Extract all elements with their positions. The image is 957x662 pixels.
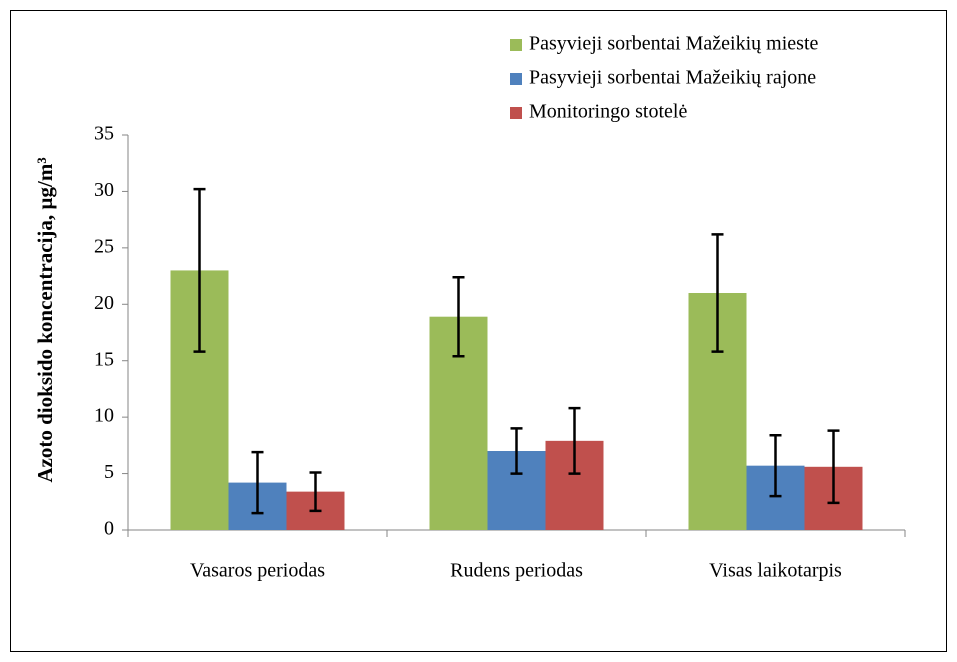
legend-label: Pasyvieji sorbentai Mažeikių mieste bbox=[529, 33, 818, 55]
y-tick-label: 5 bbox=[104, 461, 114, 483]
y-tick-label: 30 bbox=[94, 179, 114, 201]
legend-swatch bbox=[510, 39, 522, 51]
x-tick-label: Rudens periodas bbox=[450, 560, 583, 582]
y-tick-label: 35 bbox=[94, 123, 114, 145]
error-bar bbox=[711, 233, 724, 353]
error-bar bbox=[769, 433, 782, 498]
legend-label: Monitoringo stotelė bbox=[529, 101, 687, 123]
y-tick-label: 25 bbox=[94, 235, 114, 257]
error-bar bbox=[193, 187, 206, 353]
legend-swatch bbox=[510, 73, 522, 85]
x-tick-label: Vasaros periodas bbox=[190, 560, 325, 582]
legend-swatch bbox=[510, 107, 522, 119]
error-bar bbox=[827, 429, 840, 505]
error-bar bbox=[568, 406, 581, 475]
error-bar bbox=[251, 450, 264, 515]
x-tick-label: Visas laikotarpis bbox=[709, 560, 842, 582]
y-axis-label: Azoto dioksido koncentracija, µg/m³ bbox=[33, 157, 57, 482]
error-bar bbox=[510, 427, 523, 475]
y-tick-label: 15 bbox=[94, 348, 114, 370]
error-bar bbox=[309, 471, 322, 513]
legend-label: Pasyvieji sorbentai Mažeikių rajone bbox=[529, 67, 816, 89]
y-tick-label: 0 bbox=[104, 518, 114, 540]
y-tick-label: 10 bbox=[94, 405, 114, 427]
error-bar bbox=[452, 275, 465, 358]
y-tick-label: 20 bbox=[94, 292, 114, 314]
